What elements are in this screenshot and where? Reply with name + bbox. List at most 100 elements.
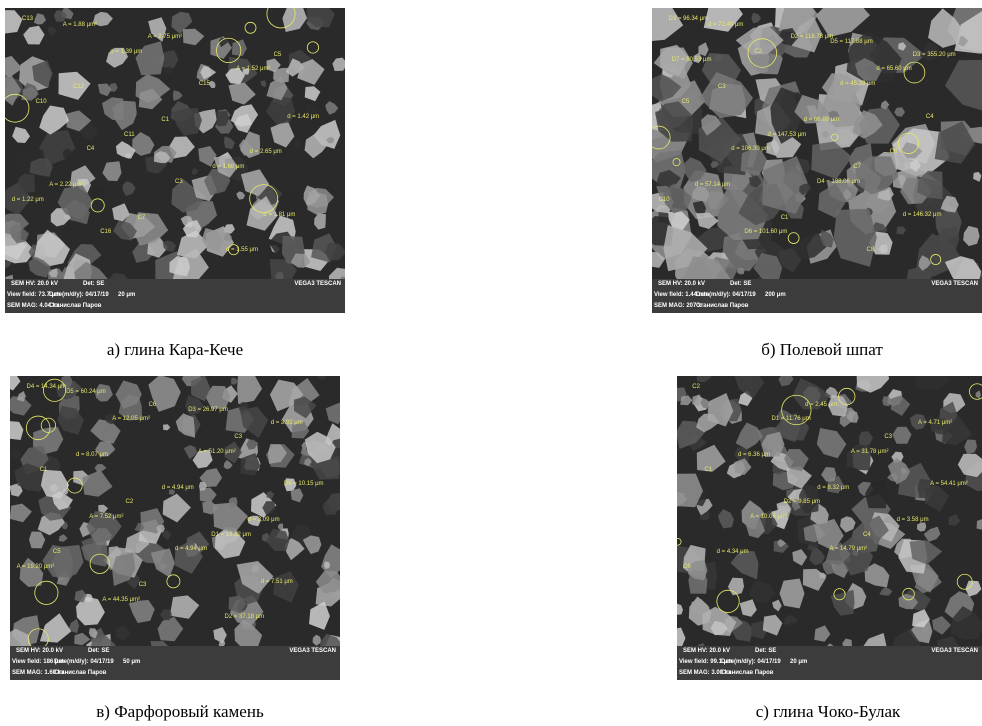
annotation: D3 = 26.97 μm: [188, 407, 228, 413]
annotation: C13: [22, 16, 33, 22]
footer-text: Станислав Паров: [54, 670, 106, 676]
particle: [892, 427, 911, 444]
annotation: D3 = 355.20 μm: [913, 52, 956, 58]
annotation: D4 = 188.06 μm: [817, 179, 860, 185]
footer-text: VEGA3 TESCAN: [294, 281, 341, 287]
annotation: A = 4.71 μm²: [918, 420, 952, 426]
sem-image: D4 = 14.34 μmC6d = 3.92 μmA = 12.05 μm²C…: [10, 376, 340, 680]
particle: [816, 8, 870, 37]
measure-circle: [788, 233, 799, 244]
particle: [23, 26, 44, 45]
particle: [879, 587, 892, 595]
particle: [40, 613, 71, 642]
annotation: D6 = 101.60 μm: [744, 229, 787, 235]
particle: [734, 458, 751, 475]
particle: [136, 41, 165, 75]
footer-text: Det: SE: [88, 648, 109, 654]
annotation: C1: [161, 117, 169, 123]
annotation: D3 = 96.34 μm: [669, 16, 709, 22]
particle: [237, 376, 262, 404]
particle: [228, 83, 255, 105]
particle: [332, 58, 345, 71]
measure-circle: [904, 62, 925, 83]
particle: [949, 514, 961, 526]
particle: [932, 616, 951, 635]
annotation: A = 14.79 μm²: [830, 546, 868, 552]
annotation: d = 66.08 μm: [804, 117, 839, 123]
annotation: d = 7.51 μm: [261, 579, 293, 585]
particle: [278, 523, 284, 530]
particle: [778, 376, 793, 386]
particle: [704, 8, 743, 32]
annotation: d = 1.42 μm: [287, 114, 319, 120]
annotation: d = 72.40 μm: [708, 22, 743, 28]
annotation: D1 = 11.76 μm: [772, 416, 811, 422]
particle: [116, 625, 131, 640]
particle: [163, 424, 170, 430]
particle: [840, 516, 856, 532]
particle: [151, 548, 175, 577]
particle: [891, 395, 911, 416]
particle: [780, 579, 805, 609]
annotation: d = 3.58 μm: [897, 517, 929, 523]
particle: [132, 132, 154, 156]
annotation: C6: [149, 402, 157, 408]
caption: а) глина Кара-Кече: [107, 340, 243, 360]
footer-text: Det: SE: [755, 648, 776, 654]
annotation: D6 = 10.15 μm: [284, 481, 324, 487]
particle: [322, 497, 339, 515]
annotation: C2: [692, 384, 700, 390]
annotation: d = 2.45 μm: [805, 402, 837, 408]
particle: [59, 534, 68, 541]
particle: [677, 603, 683, 615]
page: C13A = 2.75 μm²C5d = 1.39 μmA = 1.52 μm²…: [0, 0, 982, 726]
particle: [291, 488, 304, 502]
annotation: d = 3.09 μm: [248, 517, 280, 523]
particle: [82, 470, 112, 497]
particle: [10, 376, 20, 391]
annotation: d = 4.94 μm: [162, 485, 194, 491]
particle: [213, 627, 227, 643]
annotation: C16: [100, 229, 111, 235]
particle: [39, 106, 69, 135]
particle: [171, 108, 202, 136]
measure-circle: [969, 384, 982, 400]
particle: [129, 600, 155, 623]
particle: [176, 413, 195, 437]
particle: [924, 527, 941, 542]
annotation: d = 1.39 μm: [110, 49, 142, 55]
particle: [170, 595, 200, 618]
particle: [821, 467, 836, 482]
particle: [977, 518, 982, 530]
particle: [680, 395, 692, 405]
particle: [788, 623, 796, 631]
particle: [803, 569, 827, 591]
particle: [5, 10, 22, 33]
particle: [736, 423, 763, 450]
annotation: d = 4.94 μm: [175, 546, 207, 552]
particle: [57, 406, 84, 435]
particle: [697, 376, 712, 382]
annotation: A = 2.22 μm²: [49, 182, 83, 188]
particle: [48, 26, 56, 36]
footer-text: Date(m/d/y): 04/17/19: [721, 659, 781, 665]
particle: [224, 136, 235, 149]
annotation: d = 8.32 μm: [817, 485, 849, 491]
annotation: A = 31.78 μm²: [851, 449, 889, 455]
particle: [10, 504, 32, 523]
particle: [326, 403, 340, 425]
annotation: A = 12.05 μm²: [112, 416, 150, 422]
footer-text: Date(m/d/y): 04/17/19: [696, 292, 756, 298]
particle: [313, 635, 321, 646]
annotation: C4: [863, 532, 871, 538]
particle: [95, 464, 107, 472]
texture: [5, 8, 345, 313]
particle: [102, 97, 124, 120]
footer-text: VEGA3 TESCAN: [289, 648, 336, 654]
particle: [917, 522, 926, 531]
annotation: C6: [890, 149, 898, 155]
annotation: A = 1.88 μm²: [63, 22, 97, 28]
sem-footer: SEM HV: 20.0 kVDet: SEVEGA3 TESCANView f…: [677, 646, 982, 680]
particle: [191, 168, 198, 175]
particle: [698, 42, 708, 56]
